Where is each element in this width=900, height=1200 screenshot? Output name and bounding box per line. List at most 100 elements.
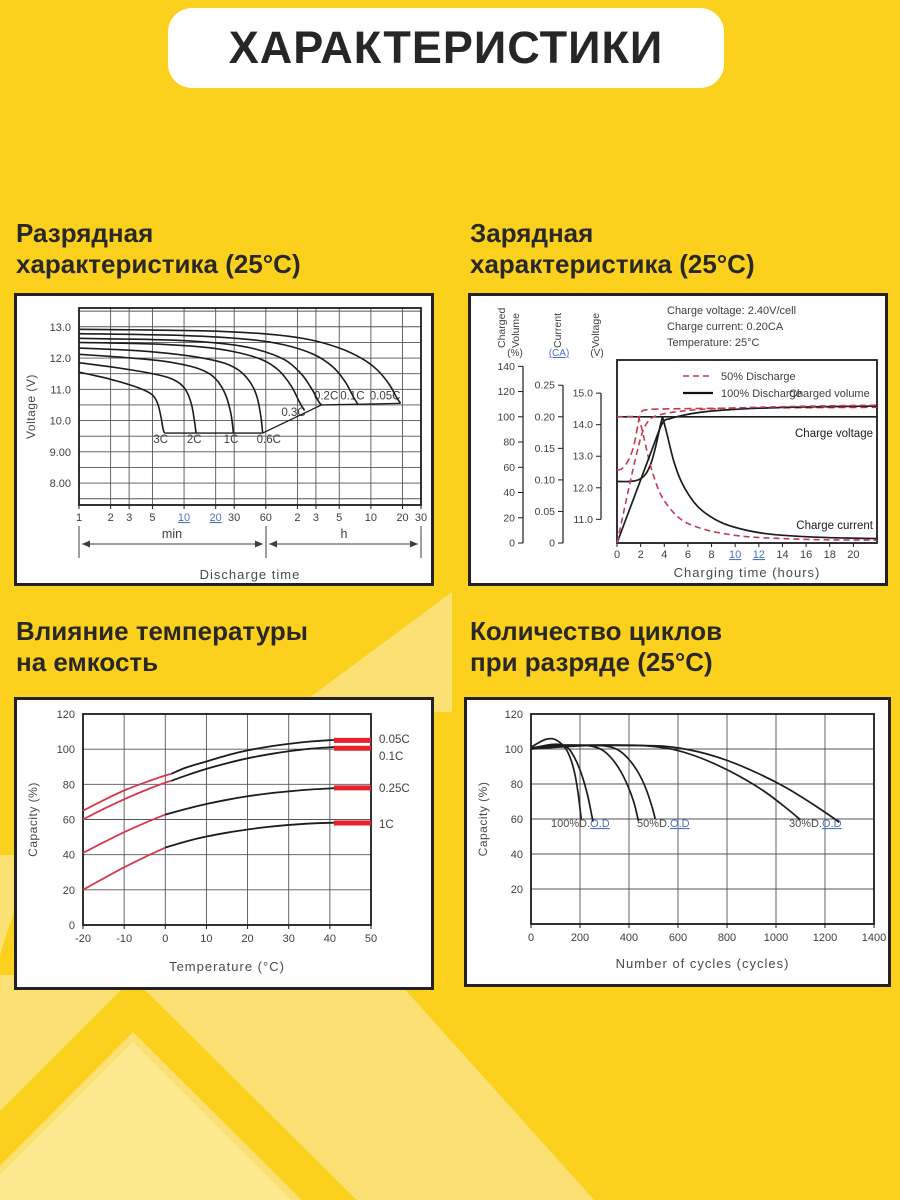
label: 1C xyxy=(224,434,239,446)
x-tick: 0 xyxy=(528,932,534,944)
x-tick: 1 xyxy=(76,512,82,524)
label: 0.05C xyxy=(379,734,410,746)
label: Temperature: 25°C xyxy=(667,337,759,349)
y-tick: 0 xyxy=(69,920,75,932)
x-tick: 0 xyxy=(614,549,620,561)
y-tick: 0.20 xyxy=(535,411,556,423)
series-30dod-a xyxy=(530,744,802,821)
x-axis-label: Discharge time xyxy=(200,567,301,582)
label: 1C xyxy=(379,819,394,831)
label: Voltage xyxy=(590,313,602,348)
series-100dod-b xyxy=(530,743,594,822)
label: Volume xyxy=(510,313,522,348)
x-tick: 8 xyxy=(708,549,714,561)
y-tick: 0.10 xyxy=(535,474,556,486)
bg-chevron-stripe xyxy=(0,978,357,1200)
chart-text: -20 -10 0 10 20 30 40 50 0 20 40 60 80 100 120 0.05C 0.1… xyxy=(26,709,410,974)
x-tick: 10 xyxy=(365,512,377,524)
label: (%) xyxy=(507,348,523,359)
y-axis-label: Voltage (V) xyxy=(24,374,38,439)
x-tick: 2 xyxy=(638,549,644,561)
label: Current xyxy=(552,313,564,348)
discharge-chart: 1 2 3 5 10 20 30 60 2 3 5 10 20 308.009.0010.011.012.… xyxy=(24,307,427,582)
x-tick: 1200 xyxy=(813,932,837,944)
label: 3C xyxy=(153,434,168,446)
series-0.1C xyxy=(171,746,335,782)
plot-frame xyxy=(78,307,422,506)
x-tick: 20 xyxy=(210,512,222,524)
label: 2C xyxy=(187,434,202,446)
label: 0.3C xyxy=(281,407,305,419)
label: 30%D.O.D xyxy=(789,818,842,830)
series-50dod-b xyxy=(530,744,657,820)
y-tick: 60 xyxy=(503,462,515,474)
cycles-chart: 0 200 400 600 800 1000 1200 1400 20 40 60 80 100 120 1… xyxy=(476,709,886,971)
y-tick: 60 xyxy=(511,814,523,826)
y-tick: 0.25 xyxy=(535,380,556,392)
label: Charge voltage xyxy=(795,428,873,440)
y-axis-label: Capacity (%) xyxy=(26,782,40,857)
y-tick: 120 xyxy=(505,709,523,721)
label: (V) xyxy=(590,348,603,359)
x-tick: 0 xyxy=(162,933,168,945)
y-tick: 15.0 xyxy=(573,388,594,400)
x-tick: 2 xyxy=(294,512,300,524)
x-tick: 30 xyxy=(283,933,295,945)
y-tick: 0.15 xyxy=(535,443,556,455)
y-tick: 40 xyxy=(511,849,523,861)
label: 100%D.O.D xyxy=(551,818,610,830)
x-tick: -20 xyxy=(75,933,91,945)
x-tick: 10 xyxy=(200,933,212,945)
y-tick: 80 xyxy=(503,437,515,449)
series-0.3C xyxy=(78,341,306,411)
x-tick: 60 xyxy=(260,512,272,524)
series-group xyxy=(78,328,402,434)
bg-inner-triangle xyxy=(0,1042,291,1200)
y-tick: 11.0 xyxy=(573,514,593,526)
y-tick: 0 xyxy=(509,538,515,550)
label: 0.1C xyxy=(379,751,403,763)
series-0.25C-cold xyxy=(82,813,166,854)
title-banner: ХАРАКТЕРИСТИКИ xyxy=(168,8,724,88)
y-tick: 10.0 xyxy=(50,416,71,428)
y-tick: 20 xyxy=(511,884,523,896)
y-tick: 12.0 xyxy=(573,482,594,494)
x-tick: 16 xyxy=(800,549,812,561)
heading-line: Зарядная xyxy=(470,218,594,248)
grid-and-axes xyxy=(82,713,372,929)
y-tick: 20 xyxy=(63,885,75,897)
x-tick: 40 xyxy=(324,933,336,945)
x-tick: 14 xyxy=(776,549,788,561)
y-tick: 100 xyxy=(57,744,75,756)
x-tick: 20 xyxy=(241,933,253,945)
bg-upper-band xyxy=(290,592,452,712)
series-0.25C xyxy=(165,787,335,816)
series-0.05C-cold xyxy=(82,772,172,812)
section-heading-cycles: Количество циклов при разряде (25°C) xyxy=(470,616,722,678)
label: (CA) xyxy=(549,348,570,359)
y-tick: 12.0 xyxy=(50,353,71,365)
charge-chart: 0 2 4 6 8 10 12 14 16 18 20 0 20 40 60 80 100 120 140 0 0.05… xyxy=(496,305,878,580)
y-tick: 11.0 xyxy=(50,384,71,396)
series-0.1C xyxy=(78,332,359,406)
y-tick: 13.0 xyxy=(573,451,594,463)
x-tick: 20 xyxy=(847,549,859,561)
x-tick: 1000 xyxy=(764,932,788,944)
series-3C xyxy=(78,371,166,434)
series-group xyxy=(82,737,371,891)
y-tick: 9.00 xyxy=(50,447,71,459)
x-tick: 20 xyxy=(396,512,408,524)
x-tick: -10 xyxy=(116,933,132,945)
series-1C xyxy=(165,821,335,849)
series-cutoff-high xyxy=(321,402,401,406)
grid-and-axes xyxy=(518,359,878,547)
section-heading-discharge: Разрядная характеристика (25°C) xyxy=(16,218,301,280)
y-tick: 140 xyxy=(497,361,515,373)
chart-panel-cycles: 0 200 400 600 800 1000 1200 1400 20 40 60 80 100 120 1… xyxy=(464,697,891,987)
page-title: ХАРАКТЕРИСТИКИ xyxy=(228,22,664,73)
x-tick: 1400 xyxy=(862,932,886,944)
x-tick: 5 xyxy=(149,512,155,524)
chart-panel-temperature: -20 -10 0 10 20 30 40 50 0 20 40 60 80 100 120 0.05C 0.1… xyxy=(14,697,434,990)
